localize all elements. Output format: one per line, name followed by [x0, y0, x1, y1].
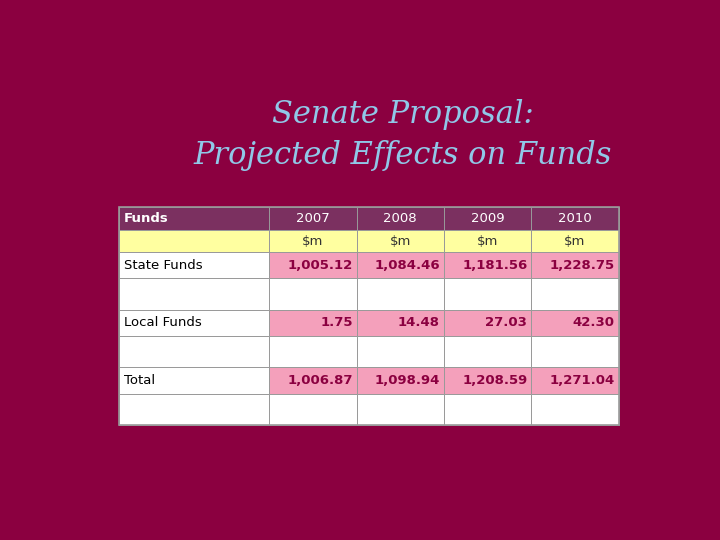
Text: 1,098.94: 1,098.94 — [374, 374, 440, 387]
Text: 1,228.75: 1,228.75 — [549, 259, 615, 272]
Bar — [444, 309, 531, 336]
Bar — [356, 252, 444, 278]
Text: 27.03: 27.03 — [485, 316, 527, 329]
Bar — [269, 336, 356, 367]
Bar — [120, 231, 269, 252]
Text: Senate Proposal:: Senate Proposal: — [271, 99, 534, 130]
Bar — [120, 336, 269, 367]
Bar — [356, 207, 444, 231]
Bar — [444, 336, 531, 367]
Bar — [356, 394, 444, 425]
Bar — [269, 252, 356, 278]
Text: $m: $m — [477, 234, 498, 248]
Bar — [444, 252, 531, 278]
Bar — [531, 252, 618, 278]
Bar — [120, 252, 269, 278]
Bar — [120, 367, 269, 394]
Text: 14.48: 14.48 — [398, 316, 440, 329]
Bar — [269, 231, 356, 252]
Bar — [120, 309, 269, 336]
Bar — [531, 336, 618, 367]
Bar — [531, 367, 618, 394]
Bar — [269, 394, 356, 425]
Bar — [120, 394, 269, 425]
Bar — [356, 367, 444, 394]
Text: Projected Effects on Funds: Projected Effects on Funds — [193, 140, 612, 171]
Text: $m: $m — [564, 234, 585, 248]
Bar — [269, 309, 356, 336]
Bar — [120, 207, 269, 231]
Bar — [120, 207, 618, 425]
Text: 1,181.56: 1,181.56 — [462, 259, 527, 272]
Text: 2010: 2010 — [558, 212, 592, 225]
Bar — [531, 231, 618, 252]
Bar — [444, 278, 531, 309]
Text: Local Funds: Local Funds — [124, 316, 202, 329]
Bar — [269, 207, 356, 231]
Text: 1,208.59: 1,208.59 — [462, 374, 527, 387]
Text: 1,006.87: 1,006.87 — [287, 374, 353, 387]
Bar — [531, 394, 618, 425]
Text: $m: $m — [390, 234, 411, 248]
Bar — [356, 309, 444, 336]
Text: Funds: Funds — [124, 212, 169, 225]
Bar — [356, 231, 444, 252]
Bar — [356, 336, 444, 367]
Bar — [531, 309, 618, 336]
Text: 1.75: 1.75 — [320, 316, 353, 329]
Text: 42.30: 42.30 — [572, 316, 615, 329]
Bar — [120, 278, 269, 309]
Bar — [269, 278, 356, 309]
Bar — [444, 367, 531, 394]
Text: Total: Total — [124, 374, 156, 387]
Bar — [444, 207, 531, 231]
Text: State Funds: State Funds — [124, 259, 203, 272]
Text: 2007: 2007 — [296, 212, 330, 225]
Bar — [531, 278, 618, 309]
Text: 1,084.46: 1,084.46 — [374, 259, 440, 272]
Bar — [531, 207, 618, 231]
Text: 1,271.04: 1,271.04 — [549, 374, 615, 387]
Bar — [444, 231, 531, 252]
Text: $m: $m — [302, 234, 323, 248]
Bar — [269, 367, 356, 394]
Bar — [444, 394, 531, 425]
Text: 2008: 2008 — [383, 212, 417, 225]
Text: 1,005.12: 1,005.12 — [287, 259, 353, 272]
Text: 2009: 2009 — [471, 212, 504, 225]
Bar — [356, 278, 444, 309]
